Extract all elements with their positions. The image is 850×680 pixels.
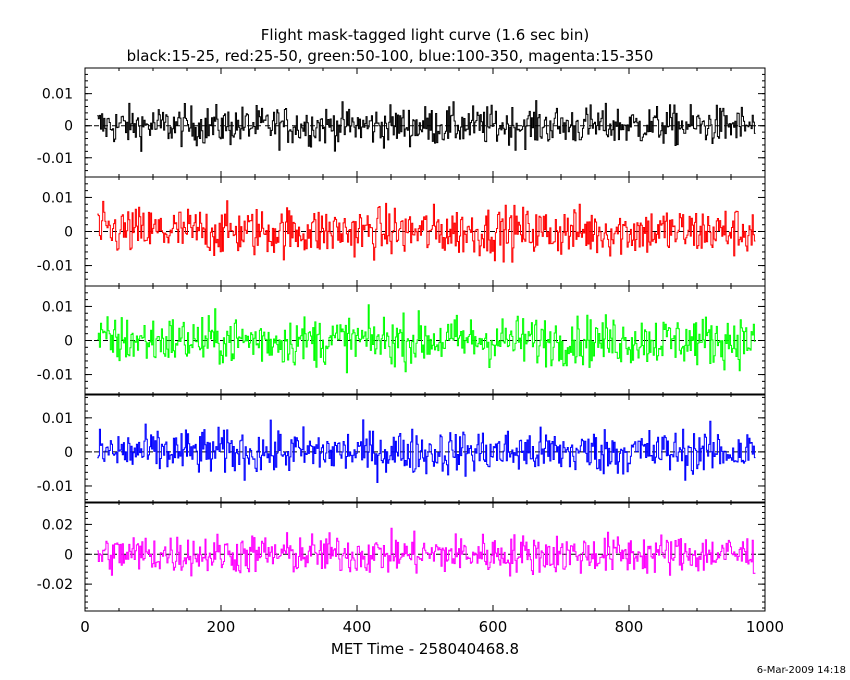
- panel-1: -0.01 0 0.01: [37, 67, 766, 178]
- y-tick-label: -0.01: [37, 259, 73, 275]
- y-tick-label: 0.01: [42, 190, 73, 206]
- y-tick-label: -0.01: [37, 368, 73, 384]
- y-tick-label: 0: [64, 445, 73, 461]
- x-tick-label: 1000: [746, 618, 784, 636]
- y-tick-label: -0.01: [37, 151, 73, 167]
- y-tick-label: 0.02: [42, 517, 73, 533]
- series-line-3: [97, 304, 756, 374]
- x-tick-label: 400: [343, 618, 372, 636]
- y-tick-label: 0.01: [42, 87, 73, 103]
- y-tick-label: -0.01: [37, 479, 73, 495]
- chart-title: Flight mask-tagged light curve (1.6 sec …: [261, 26, 589, 44]
- y-tick-label: 0: [64, 119, 73, 135]
- x-tick-label: 600: [479, 618, 508, 636]
- footer-timestamp: 6-Mar-2009 14:18: [757, 665, 846, 676]
- series-line-5: [97, 527, 756, 577]
- panel-3: -0.01 0 0.01: [37, 285, 766, 396]
- y-tick-label: 0: [64, 334, 73, 350]
- series-line-4: [97, 419, 756, 483]
- y-tick-label: 0: [64, 547, 73, 563]
- y-tick-label: 0.01: [42, 411, 73, 427]
- panel-5: -0.02 0 0.02: [37, 501, 766, 612]
- x-axis-label: MET Time - 258040468.8: [331, 640, 519, 658]
- panel-2: -0.01 0 0.01: [37, 176, 766, 287]
- x-axis: 0 200 400 600 800 1000: [80, 618, 784, 636]
- series-line-1: [97, 100, 756, 152]
- y-tick-label: 0: [64, 225, 73, 241]
- chart-subtitle: black:15-25, red:25-50, green:50-100, bl…: [127, 47, 654, 65]
- y-tick-label: 0.01: [42, 299, 73, 315]
- series-line-2: [97, 200, 756, 263]
- x-tick-label: 800: [615, 618, 644, 636]
- x-tick-label: 200: [207, 618, 236, 636]
- x-tick-label: 0: [80, 618, 90, 636]
- panel-4: -0.01 0 0.01: [37, 393, 766, 504]
- panels-group: -0.01 0 0.01 -0.01 0 0.01 -0.01 0 0.01 -0.01 0 0.01…: [37, 67, 766, 612]
- y-tick-label: -0.02: [37, 577, 73, 593]
